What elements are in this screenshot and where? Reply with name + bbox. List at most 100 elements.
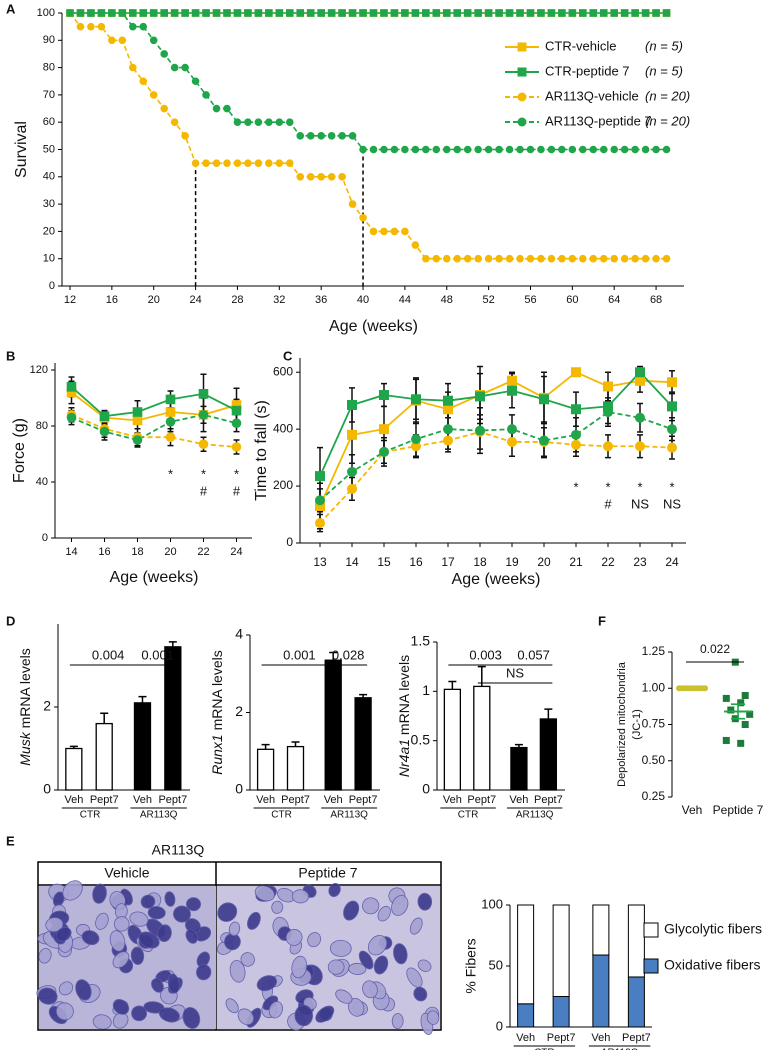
x-tick-label: Veh: [682, 803, 703, 817]
marker: [432, 254, 441, 263]
fiber-cell: [307, 932, 322, 948]
x-tick-label: 24: [189, 294, 201, 306]
comparison-label: 0.004: [92, 647, 125, 662]
marker: [380, 227, 388, 236]
marker: [579, 9, 587, 17]
x-tick-label: 21: [569, 555, 583, 569]
error-bar: [544, 708, 553, 719]
fiber-cell: [113, 916, 130, 932]
marker: [212, 104, 221, 113]
y-axis-label: Depolarized mitochondria: [616, 661, 628, 787]
marker: [571, 439, 581, 450]
bar: [256, 748, 275, 791]
y-tick-label: 2: [235, 703, 243, 719]
y-tick-label: 40: [43, 171, 55, 183]
marker: [198, 439, 209, 450]
bar: [510, 746, 528, 791]
marker: [285, 9, 294, 17]
marker: [181, 63, 189, 72]
point: [746, 710, 754, 718]
bar-segment: [517, 904, 535, 1005]
marker: [411, 434, 421, 445]
annotation: *: [201, 466, 206, 481]
fiber-cell: [335, 989, 353, 1004]
bar: [324, 659, 342, 791]
error-bar: [329, 651, 338, 661]
fiber-cell: [247, 911, 261, 930]
fiber-cell: [55, 1002, 74, 1021]
marker: [315, 518, 325, 529]
legend-note: (n = 5): [645, 63, 683, 78]
annotation: *: [637, 479, 642, 494]
y-tick-label: 100: [481, 896, 503, 911]
marker: [571, 367, 581, 378]
bar: [133, 702, 152, 791]
x-tick-label: Pept7: [547, 1032, 576, 1044]
point: [741, 721, 749, 728]
marker: [202, 159, 210, 167]
fiber-cell: [328, 883, 341, 898]
x-tick-label: 40: [357, 294, 369, 306]
annotation: *: [234, 466, 239, 481]
marker: [558, 254, 566, 263]
fiber-cell: [391, 895, 409, 916]
y-axis-text: mRNA levels: [209, 650, 225, 734]
marker: [631, 9, 639, 17]
fiber-cell: [225, 998, 239, 1014]
marker: [66, 412, 77, 423]
marker: [667, 424, 677, 435]
marker: [149, 9, 158, 17]
point: [737, 699, 745, 707]
fiber-cell: [271, 900, 284, 914]
series-line: [70, 386, 237, 418]
marker: [212, 159, 221, 167]
y-tick-label: 600: [273, 364, 293, 378]
marker: [348, 132, 357, 140]
comparison-label: 0.028: [332, 647, 365, 662]
marker: [442, 145, 451, 154]
series-line: [319, 411, 673, 501]
point: [737, 739, 745, 747]
comparison-label: 0.022: [700, 642, 730, 656]
marker: [442, 254, 451, 263]
bar: [354, 697, 372, 791]
fiber-cell: [285, 929, 303, 946]
marker: [265, 159, 273, 167]
marker: [631, 145, 639, 154]
marker: [327, 132, 336, 140]
marker: [87, 22, 95, 31]
x-tick-label: 18: [131, 546, 143, 558]
fiber-cell: [294, 1004, 314, 1027]
annotation: *: [669, 479, 674, 494]
marker: [620, 9, 629, 17]
marker: [379, 424, 389, 435]
marker: [453, 9, 462, 17]
marker: [191, 159, 200, 167]
marker: [244, 159, 252, 167]
marker: [422, 145, 430, 154]
marker: [620, 145, 629, 154]
fiber-cell: [182, 1007, 201, 1029]
marker: [411, 394, 421, 405]
y-tick-label: 0.25: [642, 789, 666, 803]
marker: [191, 77, 200, 86]
y-tick-label: 40: [36, 476, 48, 488]
panel-letter: D: [6, 613, 15, 628]
fiber-cell: [362, 897, 380, 915]
marker: [306, 132, 315, 140]
x-axis-label: Age (weeks): [110, 569, 199, 586]
histology-column: Peptide 7: [298, 865, 357, 881]
y-tick-label: 1.00: [642, 680, 666, 694]
marker: [507, 424, 517, 435]
bar-segment: [592, 954, 610, 1028]
error-bar: [69, 745, 78, 749]
sem-bar: [731, 703, 745, 720]
annotation: #: [604, 496, 612, 511]
marker: [99, 426, 110, 437]
bar-segment: [627, 904, 645, 978]
x-tick-label: Veh: [256, 794, 275, 806]
legend-note: (n = 5): [645, 38, 683, 53]
marker: [516, 254, 524, 263]
x-tick-label: 23: [633, 555, 647, 569]
